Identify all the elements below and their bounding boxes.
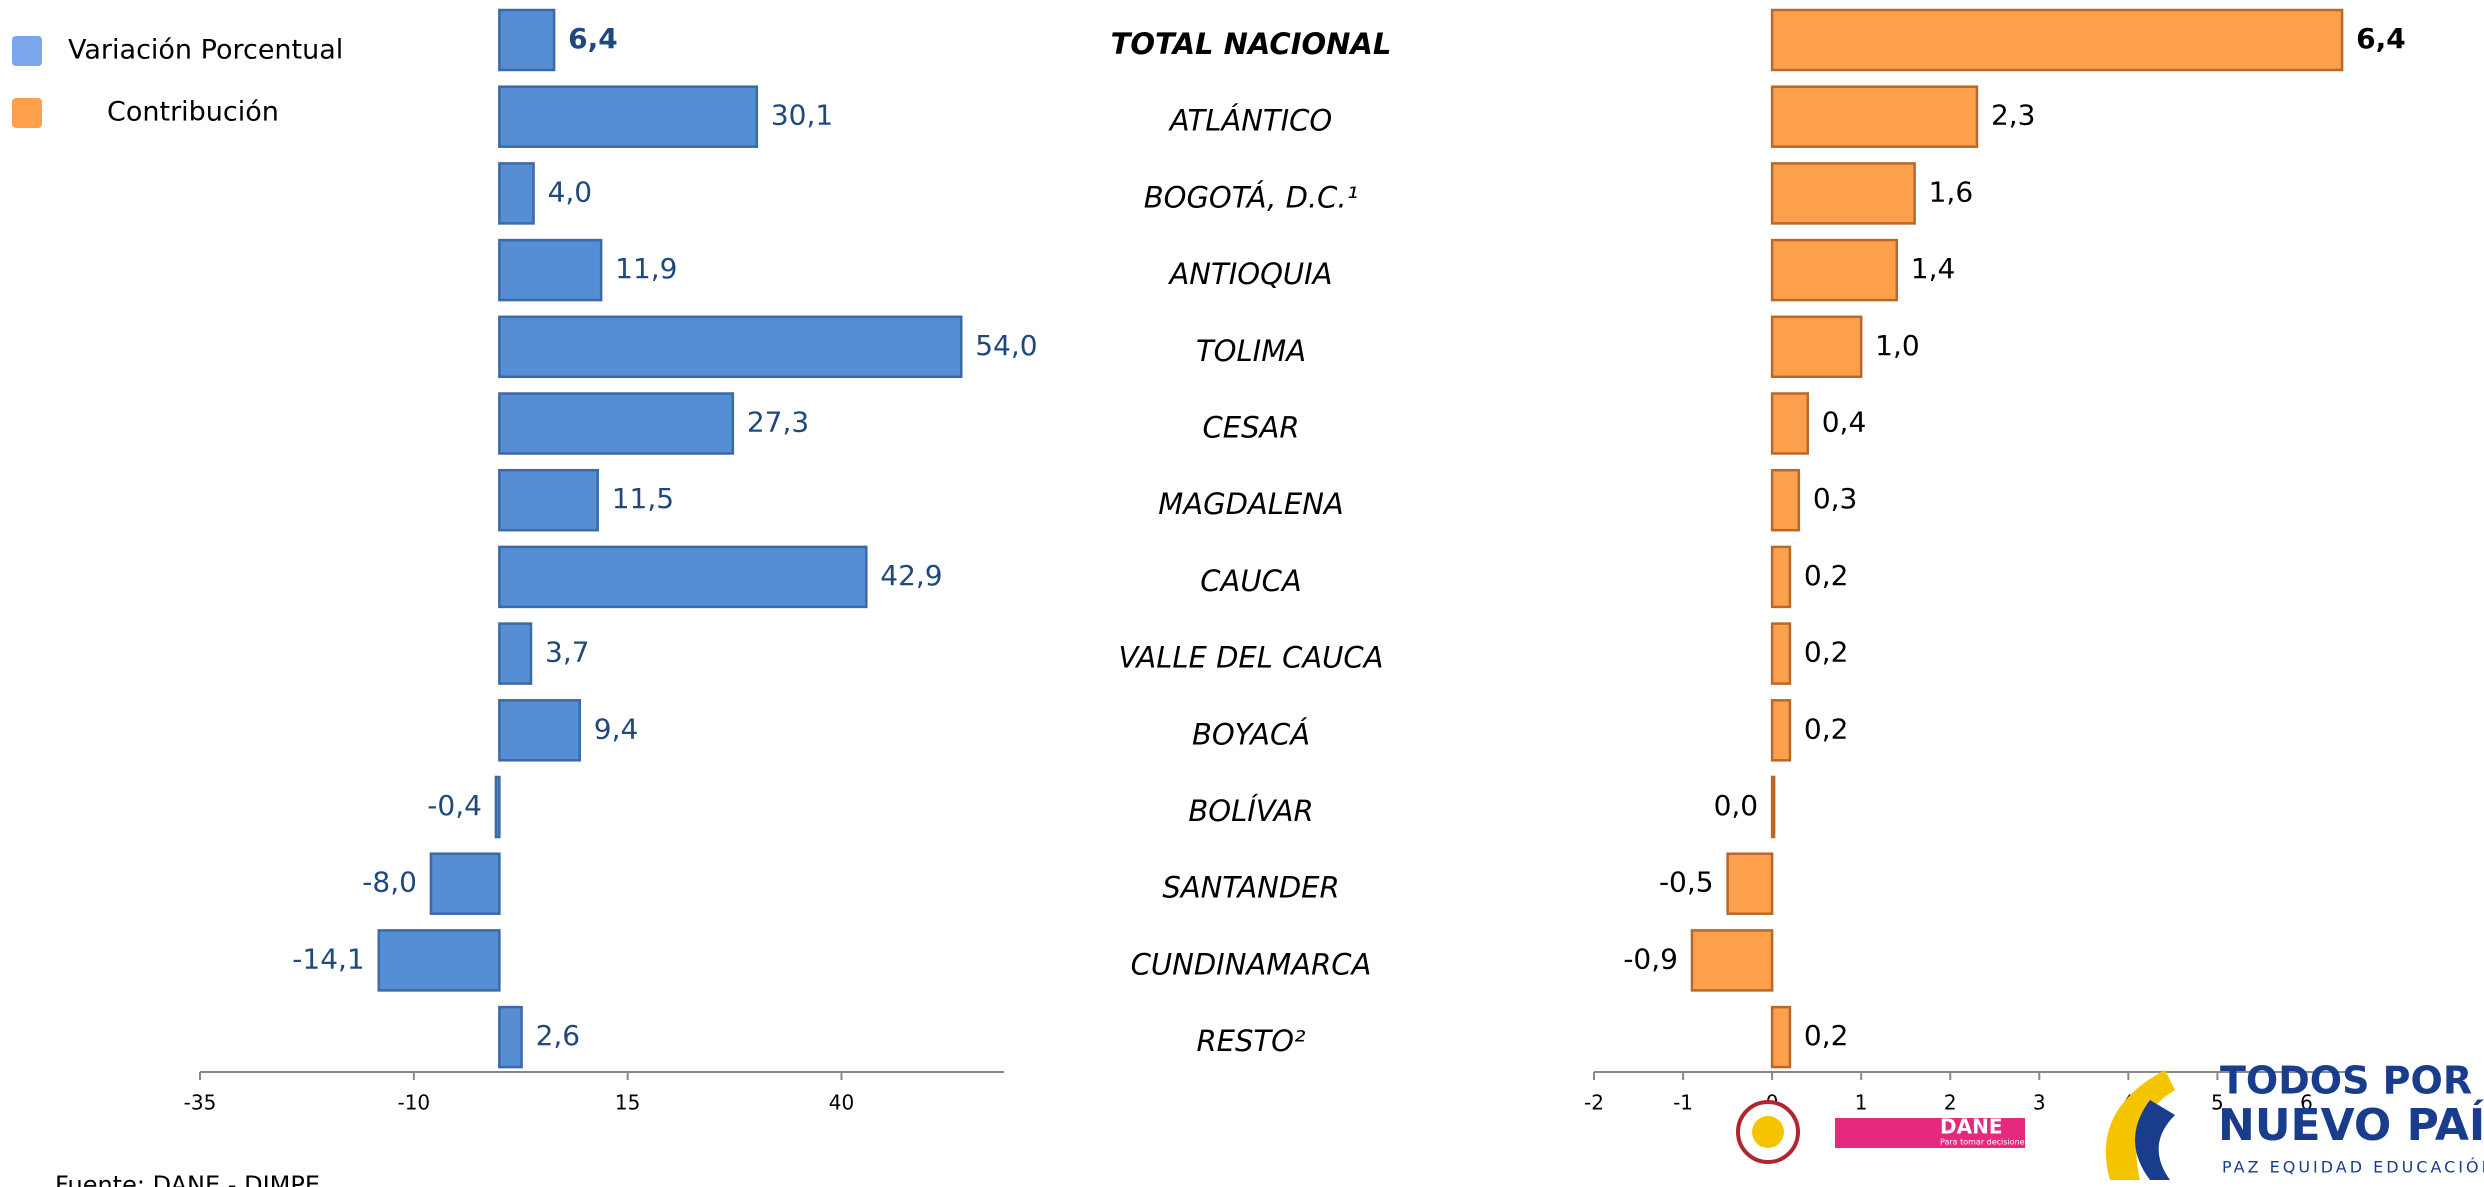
x-tick-label: 40 <box>829 1091 854 1115</box>
category-label: SANTANDER <box>1162 871 1339 905</box>
x-tick-label: 1 <box>1855 1091 1868 1115</box>
x-tick-label: -10 <box>397 1091 430 1115</box>
value-label: 30,1 <box>771 99 833 132</box>
category-label: TOTAL NACIONAL <box>1111 27 1392 61</box>
bar <box>1770 392 1809 455</box>
category-label: BOYACÁ <box>1192 717 1310 751</box>
x-tick-label: -35 <box>184 1091 217 1115</box>
category-label: CESAR <box>1203 411 1300 445</box>
legend-swatch <box>12 36 42 66</box>
bar <box>1770 775 1776 839</box>
legend-label: Variación Porcentual <box>68 35 343 66</box>
bar <box>494 775 501 839</box>
value-label: 1,4 <box>1911 252 1956 285</box>
value-label: 0,2 <box>1804 1019 1849 1052</box>
category-label: CUNDINAMARCA <box>1131 947 1372 981</box>
category-label: TOLIMA <box>1196 334 1306 368</box>
bar <box>498 468 599 532</box>
value-label: 0,3 <box>1813 482 1858 515</box>
category-label: BOLÍVAR <box>1188 794 1313 828</box>
bar <box>1726 852 1774 915</box>
value-label: 54,0 <box>975 329 1037 362</box>
slogan: PAZ EQUIDAD EDUCACIÓN <box>2222 1158 2484 1177</box>
bar <box>1770 545 1792 609</box>
legend-label: Contribución <box>107 97 279 128</box>
bar <box>498 315 963 379</box>
value-label: 9,4 <box>594 712 639 745</box>
value-label: 6,4 <box>568 22 618 55</box>
x-tick-label: 6 <box>2300 1091 2313 1115</box>
dane-text: DANE <box>1940 1115 2002 1139</box>
slogan: NUEVO PAÍS <box>2218 1098 2484 1151</box>
legend-swatch <box>12 98 42 128</box>
bar <box>498 545 868 609</box>
value-label: 2,3 <box>1991 99 2036 132</box>
bar <box>498 699 582 762</box>
value-label: 1,6 <box>1929 175 1974 208</box>
value-label: -14,1 <box>292 942 364 975</box>
value-label: 3,7 <box>545 636 590 669</box>
dane-tagline: Para tomar decisiones <box>1940 1138 2029 1147</box>
bar <box>1770 315 1863 379</box>
value-label: 1,0 <box>1875 329 1920 362</box>
x-tick-label: 15 <box>615 1091 640 1115</box>
value-label: -8,0 <box>362 866 417 899</box>
bar <box>1770 85 1979 148</box>
x-tick-label: 5 <box>2211 1091 2224 1115</box>
category-label: CAUCA <box>1200 564 1301 598</box>
x-tick-label: -1 <box>1673 1091 1693 1115</box>
value-label: 0,2 <box>1804 636 1849 669</box>
bar <box>1770 699 1792 762</box>
source-note: Fuente: DANE - DIMPE <box>55 1171 320 1187</box>
bar <box>1770 1005 1792 1069</box>
value-label: 6,4 <box>2356 22 2406 55</box>
category-label: MAGDALENA <box>1158 487 1344 521</box>
bar <box>498 85 759 148</box>
bar <box>498 392 735 455</box>
value-label: 0,0 <box>1714 789 1759 822</box>
logos: DANE Para tomar decisiones TODOS POR UN … <box>1736 1059 2484 1180</box>
category-label: ANTIOQUIA <box>1167 257 1332 291</box>
value-label: 0,4 <box>1822 406 1867 439</box>
bar <box>1770 8 2344 72</box>
category-label: BOGOTÁ, D.C.¹ <box>1144 180 1359 214</box>
bar <box>1770 238 1899 302</box>
value-label: -0,9 <box>1623 942 1678 975</box>
value-label: 42,9 <box>880 559 942 592</box>
category-label: ATLÁNTICO <box>1168 104 1332 138</box>
value-label: 0,2 <box>1804 559 1849 592</box>
value-label: 27,3 <box>747 406 809 439</box>
category-label: VALLE DEL CAUCA <box>1119 641 1384 675</box>
bar <box>498 622 533 685</box>
bar <box>429 852 501 915</box>
value-label: 4,0 <box>548 175 593 208</box>
bar <box>1770 622 1792 685</box>
bar <box>498 162 535 225</box>
emblem <box>1752 1116 1784 1148</box>
slogan-mark <box>2135 1100 2175 1180</box>
bar <box>1690 929 1774 992</box>
x-tick-label: 2 <box>1944 1091 1957 1115</box>
value-label: -0,5 <box>1659 866 1714 899</box>
value-label: -0,4 <box>427 789 482 822</box>
bar <box>498 1005 523 1069</box>
x-tick-label: 3 <box>2033 1091 2046 1115</box>
value-label: 11,5 <box>612 482 674 515</box>
value-label: 0,2 <box>1804 712 1849 745</box>
dane-logo <box>1835 1118 2025 1148</box>
bar <box>498 238 603 302</box>
x-tick-label: -2 <box>1584 1091 1604 1115</box>
bar <box>377 929 501 992</box>
category-label: RESTO² <box>1196 1024 1305 1058</box>
slogan: TODOS POR UN <box>2220 1059 2484 1103</box>
bar <box>1770 162 1916 225</box>
bar <box>498 8 556 72</box>
bar <box>1770 468 1801 532</box>
value-label: 2,6 <box>536 1019 581 1052</box>
value-label: 11,9 <box>615 252 677 285</box>
